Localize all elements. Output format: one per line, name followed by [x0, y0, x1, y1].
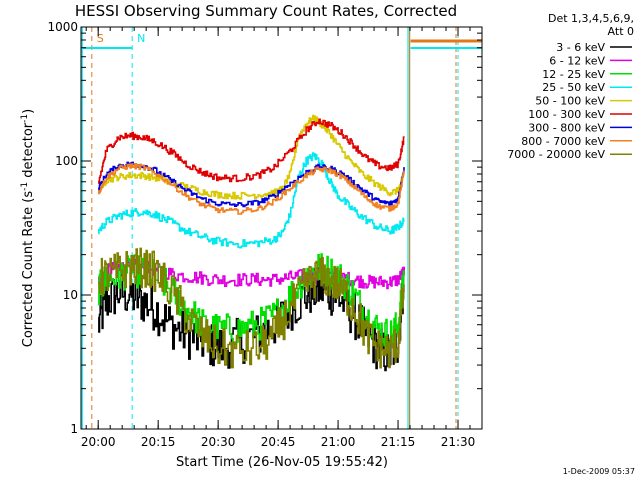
- x-tick-label: 20:30: [201, 435, 236, 449]
- y-tick-label: 10: [63, 288, 78, 302]
- legend-header-line1: Det 1,3,4,5,6,9,: [548, 12, 634, 25]
- x-tick-label: 21:30: [441, 435, 476, 449]
- legend-label: 100 - 300 keV: [528, 108, 605, 121]
- y-tick-label: 100: [55, 154, 78, 168]
- series-line: [98, 114, 405, 200]
- series-line: [98, 247, 405, 369]
- footer-timestamp: 1-Dec-2009 05:37: [563, 467, 635, 476]
- series-line: [98, 118, 405, 184]
- x-tick-label: 21:15: [381, 435, 416, 449]
- x-tick-label: 20:15: [141, 435, 176, 449]
- y-axis-label: Corrected Count Rate (s-1 detector-1): [20, 109, 36, 347]
- y-tick-label: 1: [70, 422, 78, 436]
- legend-label: 50 - 100 keV: [535, 95, 605, 108]
- x-tick-label: 20:00: [81, 435, 116, 449]
- series-line: [98, 253, 405, 352]
- plot-frame: [80, 26, 483, 430]
- series-line: [98, 152, 405, 249]
- marker-label: N: [137, 32, 145, 45]
- y-axis: 1 10 100 1000: [47, 20, 482, 436]
- legend-label: 300 - 800 keV: [528, 121, 605, 134]
- legend-label: 7000 - 20000 keV: [507, 148, 605, 161]
- x-tick-label: 21:00: [321, 435, 356, 449]
- legend-label: 12 - 25 keV: [542, 68, 605, 81]
- x-axis-label: Start Time (26-Nov-05 19:55:42): [176, 455, 388, 470]
- legend-label: 6 - 12 keV: [549, 54, 605, 67]
- legend-label: 3 - 6 keV: [556, 41, 605, 54]
- legend-label: 800 - 7000 keV: [521, 135, 605, 148]
- x-tick-label: 20:45: [261, 435, 296, 449]
- legend-header-line2: Att 0: [608, 25, 634, 38]
- chart-title: HESSI Observing Summary Count Rates, Cor…: [75, 2, 457, 20]
- marker-label: S: [97, 32, 104, 45]
- legend-label: 25 - 50 keV: [542, 81, 605, 94]
- x-axis: 20:00 20:15 20:30 20:45 21:00 21:15 21:30: [81, 27, 475, 449]
- series-line: [98, 163, 405, 215]
- y-tick-label: 1000: [47, 20, 78, 34]
